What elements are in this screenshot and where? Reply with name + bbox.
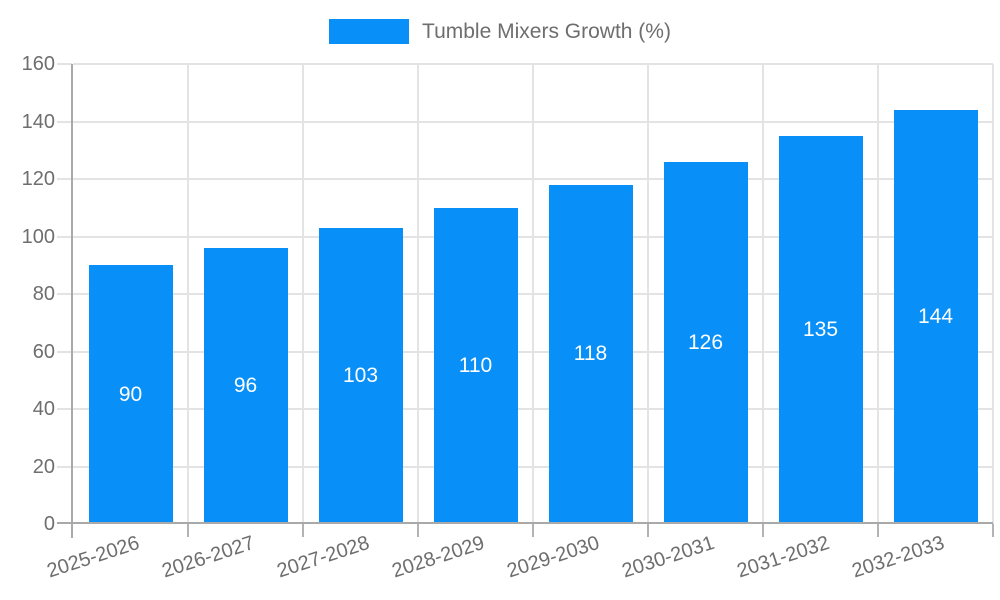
x-tick-mark [417, 524, 419, 537]
v-gridline [532, 64, 534, 524]
chart-legend: Tumble Mixers Growth (%) [0, 19, 1000, 44]
x-tick-mark [992, 524, 994, 537]
v-gridline [877, 64, 879, 524]
y-axis-tick-label: 140 [21, 110, 55, 133]
v-gridline [417, 64, 419, 524]
plot-area: 0 20 40 60 80 100 120 140 160 90 2025-2026 96 2026-2… [22, 53, 994, 582]
x-tick-mark [302, 524, 304, 537]
y-axis-tick-label: 160 [21, 53, 55, 75]
x-tick-mark [532, 524, 534, 537]
x-tick-mark [187, 524, 189, 537]
bar: 118 [548, 184, 633, 524]
y-axis-tick-label: 100 [21, 225, 55, 248]
v-gridline [647, 64, 649, 524]
bar: 96 [203, 248, 288, 524]
y-axis-tick-label: 120 [21, 168, 55, 190]
y-tick-mark [57, 350, 72, 353]
bar-value-label: 90 [118, 382, 143, 406]
x-tick-mark [877, 524, 879, 537]
v-gridline [992, 64, 994, 524]
x-tick-mark [762, 524, 764, 537]
y-tick-mark [57, 465, 72, 468]
bar-value-label: 144 [917, 305, 954, 328]
y-axis-tick-label: 0 [43, 513, 55, 535]
bar-value-label: 103 [342, 363, 379, 387]
v-gridline [187, 64, 189, 524]
y-tick-mark [57, 235, 72, 238]
y-tick-mark [57, 408, 72, 410]
legend-item-tumble-mixers-growth[interactable]: Tumble Mixers Growth (%) [329, 19, 671, 44]
x-axis-line [57, 522, 993, 524]
bar-value-label: 110 [458, 353, 493, 377]
bar-value-label: 96 [233, 374, 258, 397]
bar-value-label: 135 [802, 317, 839, 341]
bar: 90 [88, 265, 173, 524]
legend-swatch-icon [329, 19, 410, 44]
bar-value-label: 118 [573, 342, 608, 366]
y-axis-tick-label: 80 [32, 283, 55, 305]
x-tick-mark [647, 524, 649, 537]
y-tick-mark [57, 63, 72, 65]
v-gridline [302, 64, 304, 524]
bar-value-label: 126 [687, 330, 724, 354]
bar: 135 [778, 135, 863, 524]
bar: 126 [663, 161, 748, 524]
y-tick-mark [57, 293, 72, 295]
y-axis-line [71, 64, 73, 538]
v-gridline [762, 64, 764, 524]
bar: 110 [433, 207, 518, 524]
y-axis-tick-label: 40 [32, 398, 55, 420]
bar: 144 [893, 110, 978, 524]
y-tick-mark [57, 178, 72, 180]
y-axis-tick-label: 60 [32, 340, 55, 363]
bar: 103 [318, 227, 403, 524]
y-tick-mark [57, 120, 72, 123]
y-axis-tick-label: 20 [32, 455, 55, 478]
legend-label: Tumble Mixers Growth (%) [422, 19, 671, 43]
